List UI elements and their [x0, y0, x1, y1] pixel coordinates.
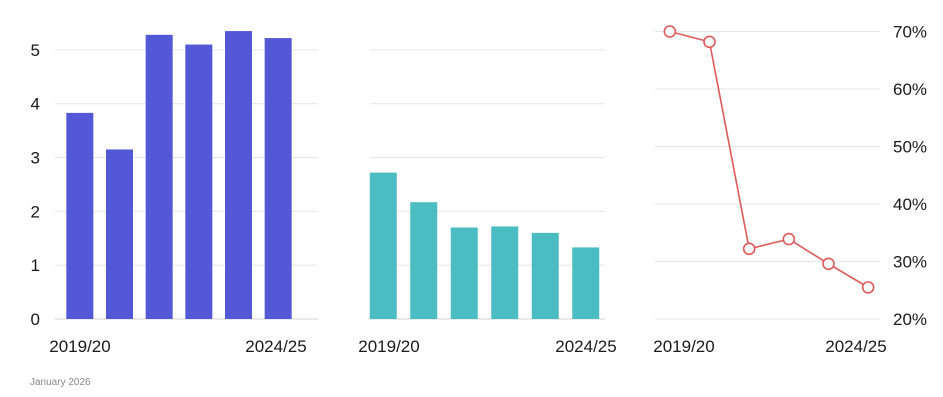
y-tick-label-2-1: 30%	[893, 253, 927, 272]
bar-1-0	[369, 172, 397, 319]
y-tick-label-0-3: 3	[31, 149, 40, 168]
x-tick-label-1-0: 2019/20	[358, 337, 419, 356]
point-2-3	[782, 232, 796, 246]
point-2-1	[703, 35, 716, 49]
bar-1-4	[531, 232, 559, 319]
footnote-date: January 2026	[30, 377, 91, 388]
x-tick-label-0-0: 2019/20	[49, 337, 110, 356]
y-tick-label-2-3: 50%	[893, 138, 927, 157]
y-tick-label-2-5: 70%	[893, 23, 927, 42]
bar-0-1	[106, 149, 133, 319]
y-tick-label-2-4: 60%	[893, 80, 927, 99]
y-tick-label-2-2: 40%	[893, 195, 927, 214]
bar-chart-panel-2: 2019/20 2024/25	[358, 49, 617, 356]
point-2-4	[822, 257, 835, 271]
bar-0-4	[225, 31, 252, 320]
x-tick-label-0-1: 2024/25	[245, 337, 306, 356]
point-2-5	[861, 281, 875, 294]
y-tick-label-0-5: 5	[31, 41, 40, 60]
point-2-2	[742, 242, 756, 256]
bar-0-3	[185, 44, 213, 319]
bar-1-1	[410, 202, 438, 319]
bar-1-2	[450, 227, 478, 319]
bar-0-2	[145, 34, 173, 320]
series-line-2	[669, 30, 869, 289]
y-tick-label-2-0: 20%	[893, 310, 927, 329]
y-tick-label-0-2: 2	[31, 202, 40, 221]
x-tick-label-2-0: 2019/20	[653, 337, 714, 356]
bar-chart-panel-1: 0 1 2 3 4 5 2019/20 2024/25	[31, 31, 318, 356]
bar-1-3	[491, 226, 519, 319]
y-tick-label-0-4: 4	[31, 95, 40, 114]
x-tick-label-2-1: 2024/25	[825, 337, 886, 356]
bar-0-0	[66, 112, 94, 319]
point-2-0	[663, 25, 677, 38]
bar-1-5	[572, 247, 600, 319]
bar-0-5	[264, 38, 292, 319]
x-tick-label-1-1: 2024/25	[555, 337, 616, 356]
y-tick-label-0-0: 0	[31, 310, 40, 329]
line-chart-panel: 20% 30% 40% 50% 60% 70% 2019/20 2024/25	[653, 23, 927, 357]
y-tick-label-0-1: 1	[31, 256, 40, 275]
